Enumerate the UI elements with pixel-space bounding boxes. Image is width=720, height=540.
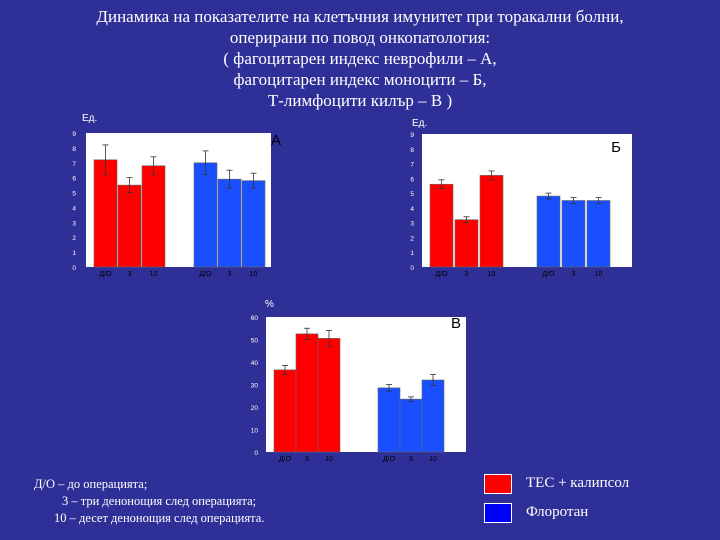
y-tick-label: 20 [251,405,259,412]
bar [536,195,561,268]
y-axis-label: Ед. [412,118,427,129]
abbreviation-notes: Д/О – до операцията; 3 – три денонощия с… [34,476,264,527]
y-tick-label: 60 [251,315,259,322]
bar [273,369,297,453]
x-tick-label: 3 [465,271,469,278]
y-tick-label: 0 [410,265,414,272]
bar [93,159,118,268]
y-tick-label: 9 [72,131,76,138]
x-tick-label: 10 [325,456,333,463]
y-tick-label: 30 [251,383,259,390]
x-tick-label: Д/О [279,456,292,463]
x-tick-label: 10 [488,271,496,278]
y-tick-label: 0 [72,265,76,272]
bar [399,398,423,453]
x-tick-label: Д/О [435,271,448,278]
x-tick-label: 10 [429,456,437,463]
bar [317,338,341,453]
y-tick-label: 6 [72,176,76,183]
legend-swatch-red [484,474,512,494]
bar [429,183,454,268]
x-tick-label: 10 [595,271,603,278]
slide-title: Динамика на показателите на клетъчния им… [0,6,720,111]
bar [586,200,611,268]
y-axis-label: Ед. [82,113,97,124]
panel-label: Б [611,139,621,156]
y-tick-label: 4 [410,206,414,213]
bar [454,219,479,268]
y-tick-label: 0 [254,450,258,457]
x-tick-label: Д/О [383,456,396,463]
y-tick-label: 9 [410,132,414,139]
y-tick-label: 5 [410,191,414,198]
x-tick-label: Д/О [99,271,112,278]
title-line: ( фагоцитарен индекс неврофили – А, [223,49,497,68]
bar [561,200,586,268]
panel-label: В [451,315,461,332]
y-tick-label: 7 [410,162,414,169]
x-tick-label: 3 [228,271,232,278]
legend-label-tes: ТЕС + калипсол [526,475,630,491]
title-line: Динамика на показателите на клетъчния им… [96,7,624,26]
bar [117,184,142,268]
y-tick-label: 8 [410,147,414,154]
y-tick-label: 6 [410,176,414,183]
legend-label-florotan: Флоротан [526,504,589,520]
y-tick-label: 3 [410,221,414,228]
note-line: 3 – три денонощия след операцията; [62,494,257,508]
y-tick-label: 10 [251,428,259,435]
y-tick-label: 7 [72,161,76,168]
x-tick-label: 10 [150,271,158,278]
x-tick-label: 3 [305,456,309,463]
y-tick-label: 2 [72,235,76,242]
title-line: оперирани по повод онкопатология: [229,28,491,47]
bar [217,178,242,268]
y-tick-label: 2 [410,235,414,242]
y-axis-label: % [265,299,274,310]
x-tick-label: Д/О [199,271,212,278]
y-tick-label: 3 [72,220,76,227]
y-tick-label: 50 [251,338,259,345]
bar [377,387,401,453]
panel-label: А [271,132,281,149]
x-tick-label: 10 [250,271,258,278]
note-line: 10 – десет денонощия след операцията. [54,511,265,525]
legend-swatch-blue [484,503,512,523]
x-tick-label: Д/О [542,271,555,278]
title-line: Т-лимфоцити килър – В ) [267,91,453,110]
bar [241,180,266,268]
y-tick-label: 4 [72,205,76,212]
bar [141,165,166,268]
bar [421,379,445,453]
title-line: фагоцитарен индекс моноцити – Б, [233,70,487,89]
x-tick-label: 3 [409,456,413,463]
bar [193,162,218,268]
note-line: Д/О – до операцията; [34,477,148,491]
y-tick-label: 1 [410,250,414,257]
bar [295,333,319,453]
y-tick-label: 40 [251,360,259,367]
bar [479,175,504,268]
y-tick-label: 8 [72,146,76,153]
x-tick-label: 3 [128,271,132,278]
y-tick-label: 1 [72,250,76,257]
x-tick-label: 3 [572,271,576,278]
y-tick-label: 5 [72,191,76,198]
